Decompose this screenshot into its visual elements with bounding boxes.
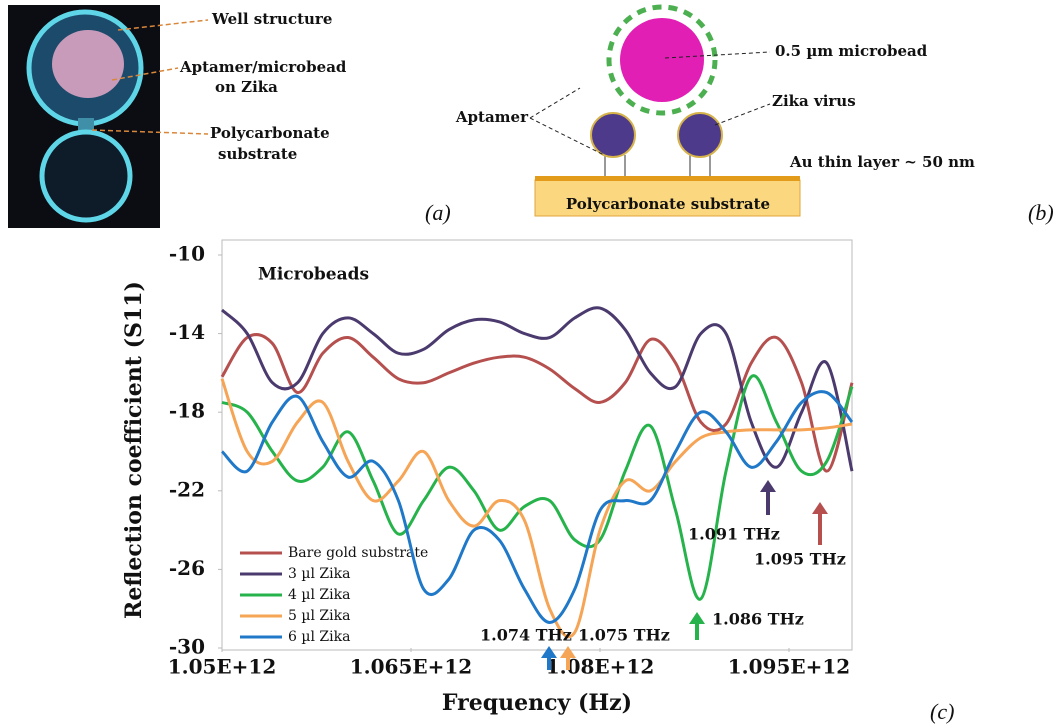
annotation: 1.095 THz [754, 550, 846, 569]
photo-label: Aptamer/microbead [179, 58, 347, 76]
tethers [605, 155, 710, 176]
x-tick-label: 1.08E+12 [546, 655, 655, 679]
virus [591, 113, 635, 157]
panel-label: (c) [930, 699, 954, 724]
virus [678, 113, 722, 157]
annotation: 1.086 THz [712, 610, 804, 629]
panel-label: (b) [1028, 200, 1054, 225]
y-tick-label: -26 [169, 556, 205, 580]
y-tick-label: -10 [169, 242, 205, 266]
figure: Well structure Aptamer/microbead on Zika Po… [0, 0, 1061, 727]
diagram-label: Aptamer [455, 108, 529, 126]
inset-title: Microbeads [258, 265, 369, 285]
legend-label: 5 µl Zika [288, 608, 350, 624]
microbead [620, 18, 704, 102]
legend-label: 6 µl Zika [288, 629, 350, 645]
y-tick-label: -22 [169, 477, 205, 501]
x-tick-label: 1.095E+12 [728, 655, 850, 679]
x-tick-label: 1.05E+12 [168, 655, 277, 679]
diagram-label: 0.5 µm microbead [775, 42, 928, 60]
diagram-label: Au thin layer ~ 50 nm [789, 153, 975, 171]
y-tick-label: -14 [169, 320, 205, 344]
x-axis-label: Frequency (Hz) [442, 690, 632, 716]
legend-label: 3 µl Zika [288, 566, 350, 582]
photo-label: on Zika [215, 78, 278, 96]
arrow-head [760, 480, 776, 492]
diagram-label: Zika virus [772, 92, 856, 110]
well-bottom [42, 132, 130, 220]
annotation: 1.074 THz [480, 626, 572, 645]
arrow-head [560, 646, 576, 658]
arrow-head [689, 612, 705, 624]
photo-label: substrate [218, 145, 297, 163]
arrow-head [812, 502, 828, 514]
annotation: 1.091 THz [688, 525, 780, 544]
y-tick-label: -18 [169, 399, 205, 423]
y-axis-label: Reflection coefficient (S11) [121, 281, 147, 619]
legend-label: Bare gold substrate [288, 545, 428, 561]
photo-label: Well structure [211, 10, 332, 28]
substrate-label: Polycarbonate substrate [566, 195, 770, 213]
annotation: 1.075 THz [578, 626, 670, 645]
photo-label: Polycarbonate [210, 124, 330, 142]
legend-label: 4 µl Zika [288, 587, 350, 603]
gold-layer [535, 176, 800, 181]
line-series [222, 308, 852, 471]
microbead-spot [52, 30, 124, 98]
arrow-head [541, 646, 557, 658]
panel-label: (a) [425, 200, 451, 225]
x-tick-label: 1.065E+12 [350, 655, 472, 679]
